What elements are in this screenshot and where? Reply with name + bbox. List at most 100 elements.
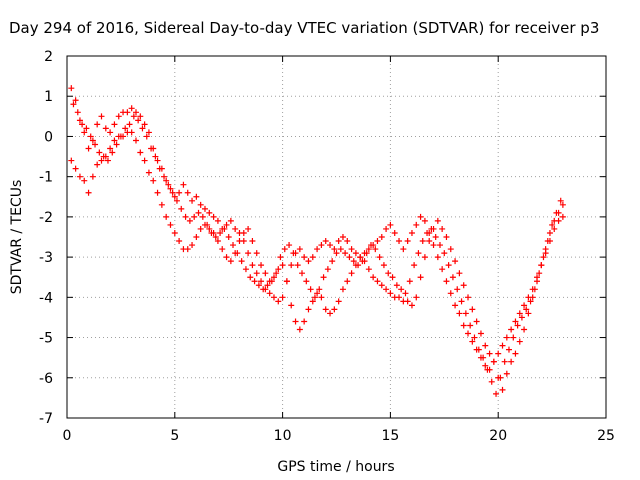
data-points [68, 85, 566, 397]
data-point [227, 258, 234, 265]
data-point [322, 238, 329, 245]
data-point [458, 298, 465, 305]
data-point [380, 262, 387, 269]
data-point [182, 213, 189, 220]
data-point [454, 286, 461, 293]
data-point [238, 258, 245, 265]
data-point [495, 350, 502, 357]
data-point [540, 254, 547, 261]
data-point [301, 318, 308, 325]
data-point [279, 262, 286, 269]
data-point [154, 189, 161, 196]
data-point [447, 246, 454, 253]
data-point [68, 157, 75, 164]
data-point [443, 234, 450, 240]
data-point [169, 189, 176, 196]
data-point [534, 274, 541, 281]
data-point [436, 242, 443, 249]
data-point [223, 254, 230, 261]
data-point [525, 294, 532, 301]
data-point [117, 133, 124, 140]
data-point [311, 294, 318, 301]
data-point [503, 370, 510, 377]
x-tick-label: 10 [274, 428, 292, 444]
data-point [439, 266, 446, 273]
data-point [396, 294, 403, 301]
data-point [486, 350, 493, 357]
data-point [191, 213, 198, 220]
data-point [434, 217, 441, 224]
data-point [344, 238, 351, 245]
data-point [460, 282, 467, 289]
data-point [230, 242, 237, 249]
data-point [462, 310, 469, 317]
data-point [234, 250, 241, 257]
y-tick-label: 0 [44, 129, 53, 145]
data-point [527, 298, 534, 305]
x-tick-label: 15 [381, 428, 399, 444]
data-point [499, 342, 506, 349]
data-point [402, 290, 409, 297]
data-point [352, 250, 359, 257]
data-point [288, 302, 295, 309]
data-point [322, 306, 329, 313]
data-point [374, 238, 381, 245]
y-tick-label: -3 [39, 250, 53, 266]
data-point [262, 270, 269, 277]
data-point [217, 229, 224, 236]
data-point [156, 165, 163, 172]
data-point [236, 238, 243, 245]
data-point [307, 286, 314, 293]
data-point [456, 310, 463, 317]
data-point [68, 85, 75, 92]
y-tick-label: -7 [39, 411, 53, 427]
data-point [408, 229, 415, 236]
data-point [70, 101, 77, 108]
data-point [521, 302, 528, 309]
data-point [197, 225, 204, 232]
data-point [107, 145, 114, 152]
data-point [546, 229, 553, 236]
data-point [518, 314, 525, 321]
data-point [428, 225, 435, 232]
data-point [477, 330, 484, 337]
data-point [96, 149, 103, 156]
data-point [359, 258, 366, 265]
data-point [439, 225, 446, 232]
data-point [81, 177, 88, 184]
data-point [281, 246, 288, 253]
data-point [253, 250, 260, 257]
data-point [201, 205, 208, 212]
data-point [348, 270, 355, 277]
data-point [137, 113, 144, 120]
data-point [501, 358, 508, 365]
data-point [296, 246, 303, 253]
data-point [551, 225, 558, 232]
y-tick-label: 1 [44, 89, 53, 105]
data-point [514, 322, 521, 329]
data-point [158, 201, 165, 208]
data-point [249, 262, 256, 269]
data-point [456, 270, 463, 277]
data-point [167, 221, 174, 228]
data-point [249, 238, 256, 245]
data-point [393, 282, 400, 289]
data-point [555, 217, 562, 224]
data-point [309, 254, 316, 261]
data-point [413, 221, 420, 228]
data-point [132, 109, 139, 116]
data-point [296, 326, 303, 333]
data-point [221, 225, 228, 232]
data-point [335, 298, 342, 305]
data-point [273, 270, 280, 277]
data-point [275, 298, 282, 305]
data-point [490, 358, 497, 365]
data-point [460, 322, 467, 329]
data-point [523, 306, 530, 313]
data-point [473, 318, 480, 325]
data-point [471, 334, 478, 341]
data-point [165, 181, 172, 188]
data-point [389, 274, 396, 281]
data-point [434, 254, 441, 261]
data-point [171, 229, 178, 236]
